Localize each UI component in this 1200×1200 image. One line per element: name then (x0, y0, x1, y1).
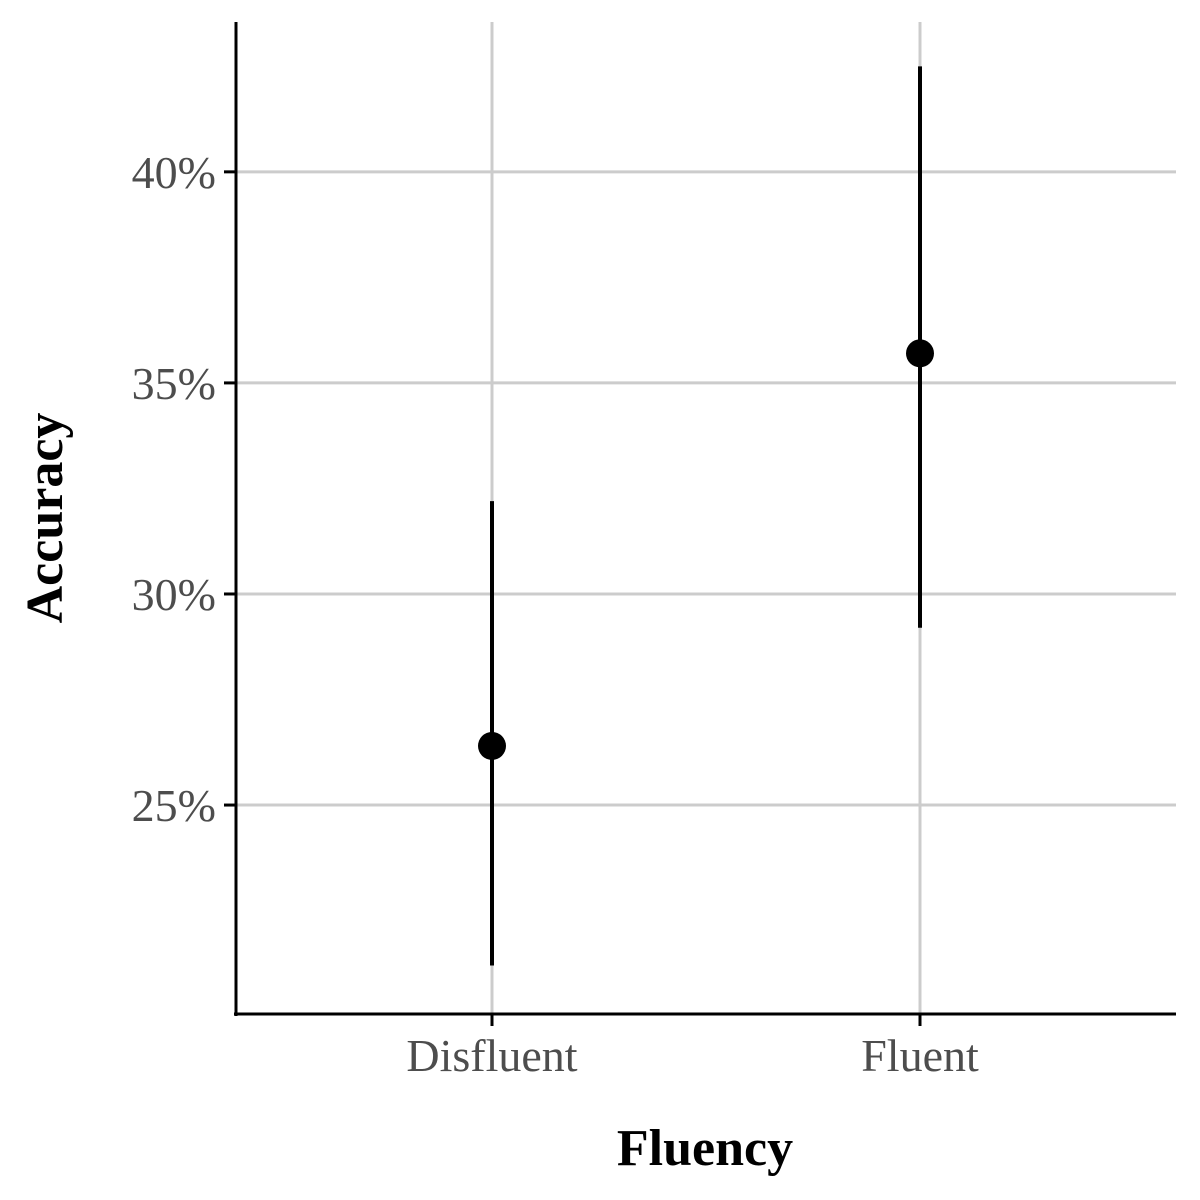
tick-labels: 25% 30% 35% 40% Disfluent Fluent (132, 147, 979, 1081)
x-tick-label: Disfluent (406, 1030, 577, 1081)
y-tick-label: 35% (132, 358, 216, 409)
x-axis-title: Fluency (617, 1120, 793, 1177)
axes (224, 22, 1176, 1026)
y-tick-label: 40% (132, 147, 216, 198)
plot-marks (478, 66, 934, 966)
data-point (478, 731, 506, 760)
x-tick-label: Fluent (861, 1030, 979, 1081)
grid-lines (236, 22, 1176, 1014)
y-tick-label: 30% (132, 569, 216, 620)
y-tick-label: 25% (132, 780, 216, 831)
data-point (906, 339, 934, 368)
y-axis-title: Accuracy (17, 413, 74, 624)
